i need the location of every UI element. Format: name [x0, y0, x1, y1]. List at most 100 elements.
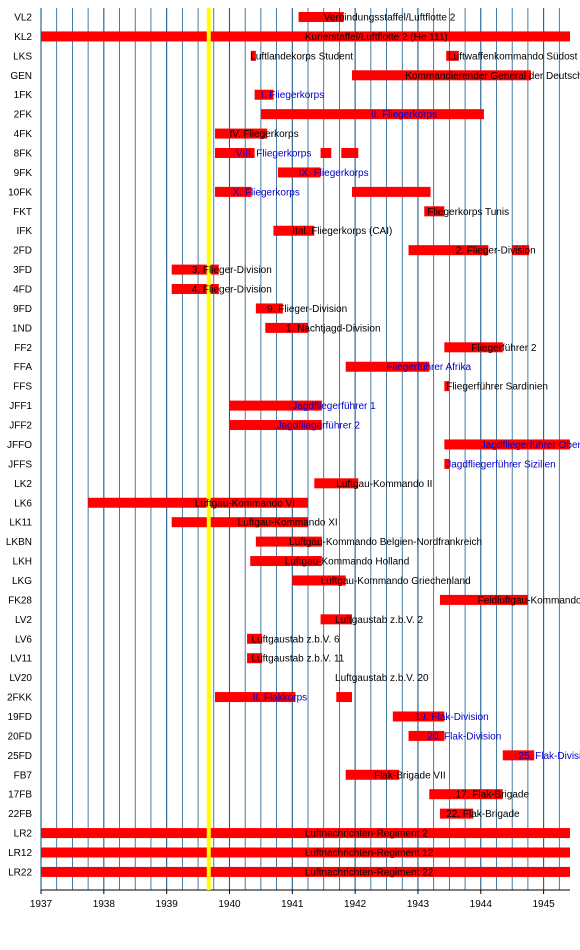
bar-4fd [171, 284, 219, 295]
bar-lkh [250, 556, 322, 567]
bar-label: Jagdfliegerführer Oberitalien [481, 440, 580, 451]
bar-8fk [215, 148, 255, 159]
row-label-lk2: LK2 [14, 479, 32, 490]
row-label-1nd: 1ND [12, 323, 32, 334]
bar-lv2 [320, 614, 352, 625]
bar-label: Luftgaustab z.b.V. 2 [335, 615, 423, 626]
bar-label: Kommandierender General der Deutschen Lu… [405, 71, 580, 82]
bar-label: Jagdfliegerführer Sizilien [446, 459, 556, 470]
bar-label: Fliegerkorps Tunis [427, 207, 509, 218]
bar-label: 22. Flak-Brigade [446, 809, 520, 820]
row-label-19fd: 19FD [8, 712, 32, 723]
grid-lines [40, 8, 570, 891]
bar-label: VIII. Fliegerkorps [236, 149, 312, 160]
bar-label: Luftwaffenkommando Südost [448, 51, 578, 62]
bar-ifk [273, 225, 315, 236]
bar-fb7 [345, 769, 400, 780]
bar-lr2 [41, 828, 570, 839]
row-label-lkbn: LKBN [6, 537, 32, 548]
row-label-jffs: JFFS [8, 459, 32, 470]
bar-2fkk [336, 692, 352, 703]
bar-9fk [277, 167, 321, 178]
row-label-4fk: 4FK [14, 129, 33, 140]
bars [41, 12, 570, 877]
row-label-kl2: KL2 [14, 32, 32, 43]
bar-label: IX. Fliegerkorps [299, 168, 369, 179]
row-label-8fk: 8FK [14, 149, 33, 160]
row-label-jffo: JFFO [7, 440, 32, 451]
bar-label: Jagdfliegerführer 2 [277, 421, 361, 432]
bar-label: Feldluftgau-Kommando XXVIII [478, 595, 580, 606]
bar-4fk [215, 128, 268, 139]
bar-label: 20. Flak-Division [427, 731, 501, 742]
row-label-2fkk: 2FKK [7, 693, 32, 704]
x-tick-label: 1937 [30, 899, 53, 910]
bar-label: 1. Nachtjagd-Division [286, 323, 381, 334]
bar-label: Luftgau-Kommando VI [195, 498, 295, 509]
row-label-20fd: 20FD [8, 731, 32, 742]
x-tick-label: 1943 [407, 899, 430, 910]
x-tick-label: 1938 [93, 899, 116, 910]
x-axis-ticks: 1937 1938 1939 1940 1941 1942 1943 1944 1945 [30, 890, 555, 910]
bar-fk28 [439, 594, 528, 605]
bar-8fk [341, 148, 359, 159]
bar-label: Luftgau-Kommando XI [238, 518, 338, 529]
x-tick-label: 1941 [281, 899, 304, 910]
row-label-9fd: 9FD [13, 304, 32, 315]
bar-label: IV. Fliegerkorps [229, 129, 298, 140]
bar-label: Luftnachrichten-Regiment 22 [305, 867, 434, 878]
bar-lks [446, 50, 459, 61]
bar-label: Verbindungsstaffel/Luftflotte 2 [324, 13, 456, 24]
bar-label: 9. Flieger-Division [267, 304, 347, 315]
row-label-fkt: FKT [13, 207, 32, 218]
bar-8fk [320, 148, 332, 159]
row-label-lkg: LKG [12, 576, 32, 587]
row-label-vl2: VL2 [14, 13, 32, 24]
bar-lr12 [41, 847, 570, 858]
bar-label: I. Fliegerkorps [261, 90, 324, 101]
x-tick-label: 1942 [344, 899, 367, 910]
bar-label: Flak-Brigade VII [374, 770, 446, 781]
row-label-17fb: 17FB [8, 790, 32, 801]
bar-lv11 [247, 653, 263, 664]
x-tick-label: 1939 [156, 899, 179, 910]
row-label-lr12: LR12 [8, 848, 32, 859]
bar-1nd [265, 322, 309, 333]
row-label-ffa: FFA [14, 362, 33, 373]
bar-22fb [439, 808, 474, 819]
bar-label: 2. Flieger-Division [456, 246, 536, 257]
row-label-fk28: FK28 [8, 595, 32, 606]
row-label-lr22: LR22 [8, 867, 32, 878]
bar-jff2 [229, 420, 322, 431]
row-label-gen: GEN [10, 71, 32, 82]
bar-label: Luftgau-Kommando Belgien-Nordfrankreich [289, 537, 482, 548]
row-label-lv20: LV20 [9, 673, 32, 684]
row-label-2fk: 2FK [14, 110, 33, 121]
row-label-1fk: 1FK [14, 90, 33, 101]
row-label-4fd: 4FD [13, 285, 32, 296]
row-label-lv11: LV11 [10, 654, 32, 665]
row-label-lk6: LK6 [14, 498, 32, 509]
bar-labels: Verbindungsstaffel/Luftflotte 2 Kuriersta… [192, 13, 580, 879]
row-label-lv2: LV2 [15, 615, 32, 626]
bar-label: 17. Flak-Brigade [456, 790, 530, 801]
bar-2fkk [215, 692, 296, 703]
bar-label: Jagdfliegerführer 1 [292, 401, 376, 412]
bar-jffs [444, 458, 450, 469]
row-label-ffs: FFS [13, 382, 32, 393]
row-label-ifk: IFK [16, 226, 32, 237]
bar-lks [250, 50, 256, 61]
bar-label: II. Flakkorps [253, 693, 307, 704]
row-label-lks: LKS [13, 51, 32, 62]
row-label-lkh: LKH [13, 557, 32, 568]
row-label-fb7: FB7 [14, 770, 33, 781]
bar-label: Fliegerführer Sardinien [446, 382, 548, 393]
bar-label: Luftgau-Kommando Griechenland [321, 576, 471, 587]
bar-label: 25. Flak-Division [518, 751, 580, 762]
row-label-lv6: LV6 [15, 634, 32, 645]
row-label-lk11: LK11 [9, 518, 32, 529]
bar-jffo [444, 439, 570, 450]
bar-20fd [408, 730, 445, 741]
bar-label: Fliegerführer Afrika [387, 362, 472, 373]
